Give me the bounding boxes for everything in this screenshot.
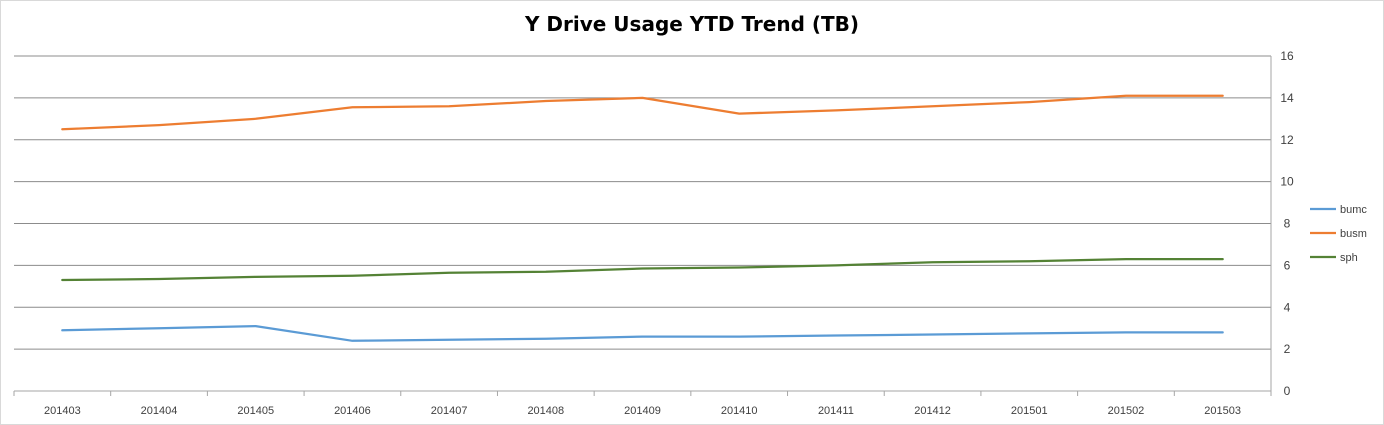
x-tick-label: 201404 <box>141 405 178 417</box>
series-line-sph <box>61 257 1224 282</box>
x-tick-label: 201501 <box>1011 405 1048 417</box>
y-tick-label: 8 <box>1284 217 1291 231</box>
x-tick-label: 201502 <box>1108 405 1145 417</box>
legend-label-bumc: bumc <box>1340 204 1367 216</box>
legend-label-busm: busm <box>1340 228 1367 240</box>
legend-label-sph: sph <box>1340 252 1358 264</box>
y-tick-label: 6 <box>1284 258 1291 272</box>
gridlines <box>14 55 1271 392</box>
x-tick-label: 201403 <box>44 405 81 417</box>
y-tick-label: 0 <box>1284 384 1291 398</box>
x-tick-label: 201405 <box>237 405 274 417</box>
x-tick-label: 201412 <box>914 405 951 417</box>
series-lines <box>61 94 1224 342</box>
y-tick-label: 16 <box>1280 49 1294 63</box>
y-tick-label: 10 <box>1280 175 1294 189</box>
y-tick-label: 4 <box>1284 300 1291 314</box>
y-tick-label: 2 <box>1284 342 1291 356</box>
x-tick-label: 201503 <box>1204 405 1241 417</box>
axes: 0 2 4 6 8 10 12 14 16 201403 201404 201405 201406 201… <box>13 49 1294 417</box>
y-tick-label: 14 <box>1280 91 1294 105</box>
x-tick-label: 201409 <box>624 405 661 417</box>
x-tick-label: 201410 <box>721 405 758 417</box>
series-line-bumc <box>61 324 1224 342</box>
legend: bumc busm sph <box>1310 204 1367 264</box>
x-tick-label: 201408 <box>527 405 564 417</box>
x-tick-label: 201411 <box>818 405 854 417</box>
y-tick-label: 12 <box>1280 133 1294 147</box>
chart-title: Y Drive Usage YTD Trend (TB) <box>524 12 860 36</box>
x-tick-label: 201406 <box>334 405 371 417</box>
x-tick-label: 201407 <box>431 405 468 417</box>
series-line-busm <box>61 94 1224 131</box>
